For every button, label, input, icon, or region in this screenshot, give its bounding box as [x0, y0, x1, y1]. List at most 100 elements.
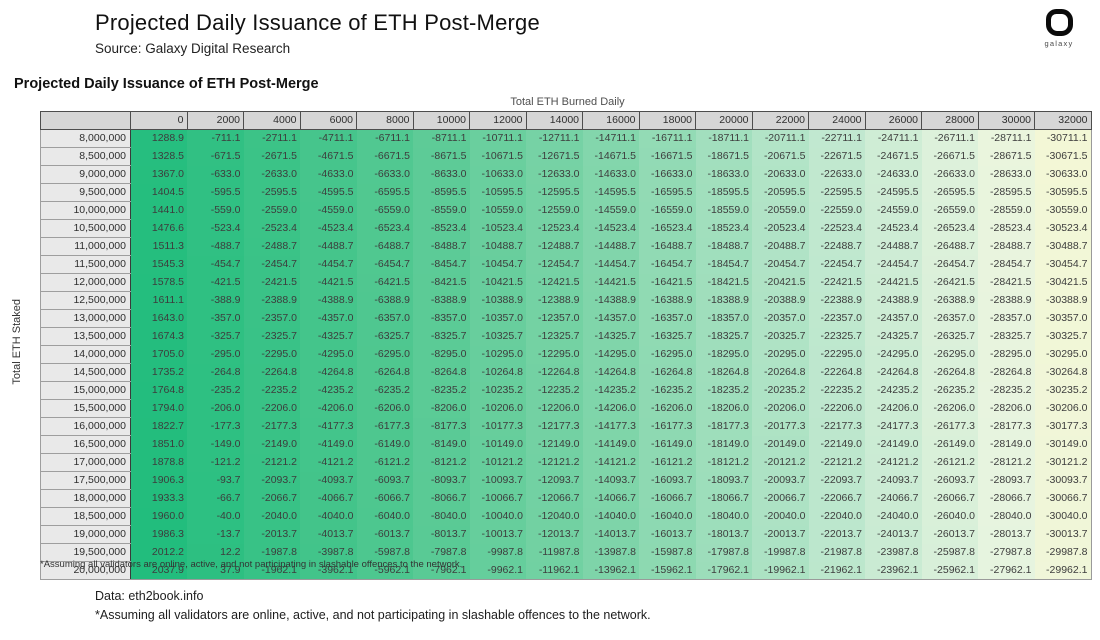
col-header: 16000 — [582, 111, 640, 130]
issuance-cell: -8177.3 — [413, 417, 470, 436]
issuance-cell: -24093.7 — [865, 471, 922, 490]
issuance-cell: -5987.8 — [356, 543, 413, 562]
issuance-cell: -14454.7 — [582, 255, 639, 274]
issuance-cell: -22264.8 — [808, 363, 865, 382]
row-header: 16,000,000 — [40, 417, 131, 436]
issuance-cell: -4595.5 — [300, 183, 357, 202]
issuance-cell: -4040.0 — [300, 507, 357, 526]
issuance-cell: -20388.9 — [752, 291, 809, 310]
issuance-cell: -2488.7 — [243, 237, 300, 256]
issuance-cell: -26523.4 — [921, 219, 978, 238]
issuance-cell: -8149.0 — [413, 435, 470, 454]
issuance-cell: -388.9 — [187, 291, 244, 310]
row-header: 12,500,000 — [40, 291, 131, 310]
issuance-cell: -23962.1 — [865, 561, 922, 580]
issuance-cell: -30454.7 — [1034, 255, 1091, 274]
row-header: 11,500,000 — [40, 255, 131, 274]
col-header: 28000 — [921, 111, 979, 130]
col-header: 32000 — [1034, 111, 1092, 130]
issuance-cell: -28711.1 — [978, 129, 1035, 148]
issuance-cell: -2093.7 — [243, 471, 300, 490]
issuance-cell: -2454.7 — [243, 255, 300, 274]
issuance-cell: -8235.2 — [413, 381, 470, 400]
issuance-cell: -12357.0 — [526, 309, 583, 328]
issuance-cell: -4206.0 — [300, 399, 357, 418]
issuance-cell: -26488.7 — [921, 237, 978, 256]
table-row: 11,500,000 1545.3 -454.7 -2454.7 -4454.7 -645… — [40, 255, 1091, 274]
issuance-cell: -16066.7 — [639, 489, 696, 508]
col-header: 8000 — [356, 111, 414, 130]
issuance-cell: -18264.8 — [695, 363, 752, 382]
issuance-cell: -24149.0 — [865, 435, 922, 454]
issuance-cell: -4013.7 — [300, 525, 357, 544]
issuance-cell: -177.3 — [187, 417, 244, 436]
issuance-cell: -16595.5 — [639, 183, 696, 202]
issuance-cell: -20295.0 — [752, 345, 809, 364]
issuance-cell: -20093.7 — [752, 471, 809, 490]
issuance-cell: -28559.0 — [978, 201, 1035, 220]
issuance-cell: -14149.0 — [582, 435, 639, 454]
table-row: 8,500,000 1328.5 -671.5 -2671.5 -4671.5 -6671… — [40, 147, 1091, 166]
issuance-cell: -24671.5 — [865, 147, 922, 166]
issuance-cell: -671.5 — [187, 147, 244, 166]
issuance-cell: -16093.7 — [639, 471, 696, 490]
issuance-cell: -488.7 — [187, 237, 244, 256]
issuance-cell: -17962.1 — [695, 561, 752, 580]
issuance-cell: -8206.0 — [413, 399, 470, 418]
issuance-cell: -16040.0 — [639, 507, 696, 526]
issuance-cell: -22711.1 — [808, 129, 865, 148]
issuance-cell: -16671.5 — [639, 147, 696, 166]
issuance-cell: -22523.4 — [808, 219, 865, 238]
issuance-cell: -10388.9 — [469, 291, 526, 310]
issuance-cell: -8121.2 — [413, 453, 470, 472]
table-row: 19,000,000 1986.3 -13.7 -2013.7 -4013.7 -6013… — [40, 525, 1091, 544]
table-row: 10,500,000 1476.6 -523.4 -2523.4 -4523.4 -652… — [40, 219, 1091, 238]
issuance-cell: -28595.5 — [978, 183, 1035, 202]
row-header: 17,500,000 — [40, 471, 131, 490]
issuance-cell: 2037.9 — [130, 561, 187, 580]
issuance-cell: -24388.9 — [865, 291, 922, 310]
issuance-cell: -26559.0 — [921, 201, 978, 220]
issuance-cell: -28357.0 — [978, 309, 1035, 328]
issuance-cell: -22235.2 — [808, 381, 865, 400]
issuance-cell: -24595.5 — [865, 183, 922, 202]
issuance-cell: -16013.7 — [639, 525, 696, 544]
issuance-cell: -2671.5 — [243, 147, 300, 166]
issuance-cell: -8671.5 — [413, 147, 470, 166]
issuance-cell: -28066.7 — [978, 489, 1035, 508]
row-header: 18,500,000 — [40, 507, 131, 526]
issuance-cell: -24633.0 — [865, 165, 922, 184]
issuance-cell: -14093.7 — [582, 471, 639, 490]
issuance-cell: -30040.0 — [1034, 507, 1091, 526]
issuance-cell: -30357.0 — [1034, 309, 1091, 328]
issuance-cell: -2013.7 — [243, 525, 300, 544]
issuance-cell: -22633.0 — [808, 165, 865, 184]
issuance-cell: -4421.5 — [300, 273, 357, 292]
col-header: 0 — [130, 111, 188, 130]
issuance-cell: -30149.0 — [1034, 435, 1091, 454]
issuance-cell: 1822.7 — [130, 417, 187, 436]
issuance-cell: -16295.0 — [639, 345, 696, 364]
issuance-cell: -24013.7 — [865, 525, 922, 544]
issuance-cell: -24421.5 — [865, 273, 922, 292]
issuance-cell: -28040.0 — [978, 507, 1035, 526]
issuance-cell: -3962.1 — [300, 561, 357, 580]
issuance-cell: -10357.0 — [469, 309, 526, 328]
issuance-cell: -20121.2 — [752, 453, 809, 472]
row-header: 15,500,000 — [40, 399, 131, 418]
issuance-cell: -12595.5 — [526, 183, 583, 202]
issuance-cell: -8357.0 — [413, 309, 470, 328]
issuance-cell: -633.0 — [187, 165, 244, 184]
issuance-cell: -20671.5 — [752, 147, 809, 166]
issuance-cell: -4264.8 — [300, 363, 357, 382]
issuance-cell: -18325.7 — [695, 327, 752, 346]
issuance-cell: -11987.8 — [526, 543, 583, 562]
issuance-cell: -26388.9 — [921, 291, 978, 310]
issuance-cell: -2040.0 — [243, 507, 300, 526]
table-row: 17,500,000 1906.3 -93.7 -2093.7 -4093.7 -6093… — [40, 471, 1091, 490]
issuance-cell: -2295.0 — [243, 345, 300, 364]
issuance-cell: -18013.7 — [695, 525, 752, 544]
issuance-cell: -20149.0 — [752, 435, 809, 454]
issuance-cell: -8264.8 — [413, 363, 470, 382]
issuance-cell: -206.0 — [187, 399, 244, 418]
